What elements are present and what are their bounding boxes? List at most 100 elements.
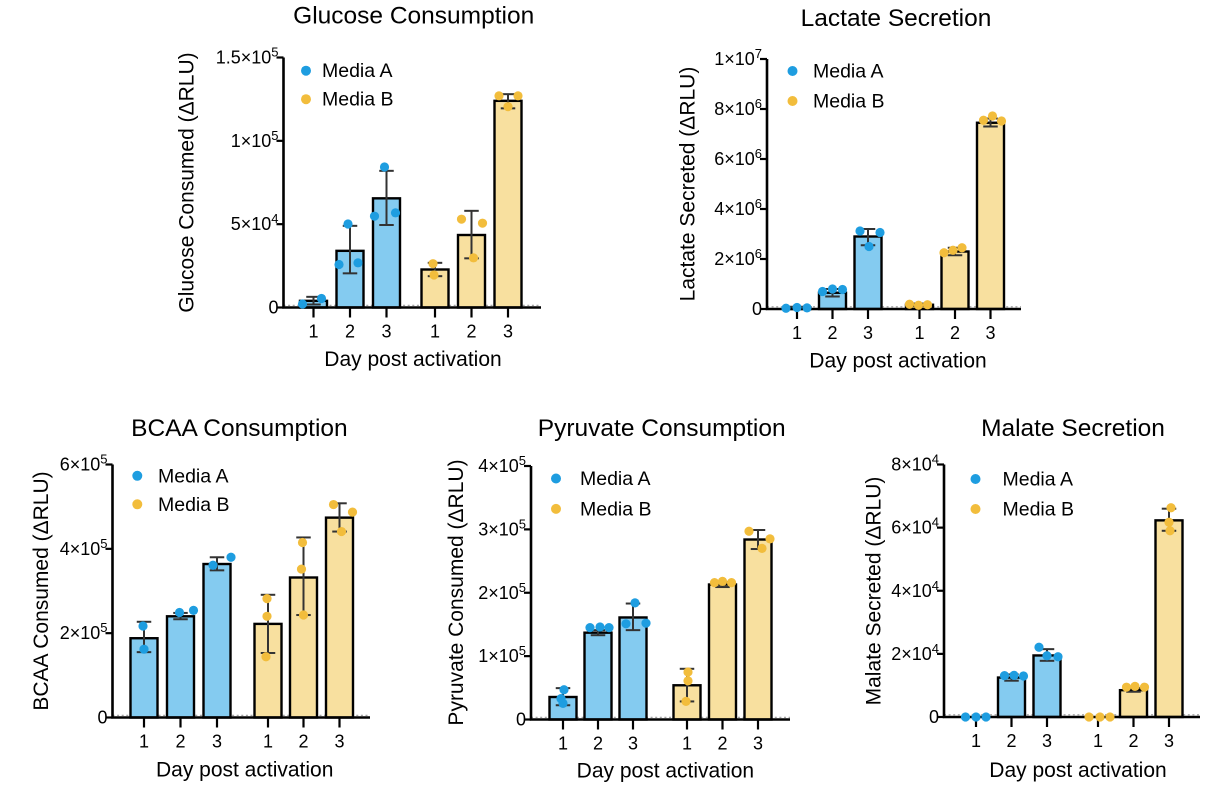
chart-lactate-secretion: Lactate Secretion Lactate Secreted (ΔRLU)…: [677, 5, 1021, 373]
data-point: [1042, 651, 1052, 661]
data-point: [978, 115, 989, 125]
x-tick-label: 2: [345, 322, 355, 342]
x-axis-label: Day post activation: [989, 759, 1166, 782]
y-tick-label: 5×104: [231, 211, 279, 234]
y-tick-label: 2×105: [60, 620, 108, 643]
chart-title: Malate Secretion: [981, 415, 1165, 442]
data-point: [681, 696, 691, 706]
x-axis-label: Day post activation: [156, 759, 333, 782]
y-tick-label: 0: [516, 710, 526, 730]
data-point: [1139, 682, 1150, 692]
data-point: [827, 284, 838, 294]
data-point: [996, 116, 1007, 126]
data-point: [792, 302, 802, 313]
data-point: [369, 211, 380, 221]
bar: [324, 516, 355, 719]
x-tick-label: 1: [682, 734, 692, 754]
data-point: [1009, 670, 1019, 680]
y-axis-label: BCAA Consumed (ΔRLU): [30, 471, 53, 710]
data-point: [999, 671, 1010, 681]
bar: [583, 631, 613, 721]
data-point: [336, 526, 347, 537]
chart-title: Glucose Consumption: [293, 3, 534, 30]
x-tick-label: 3: [1164, 731, 1174, 751]
legend-label: Media A: [1003, 469, 1073, 491]
data-point: [494, 91, 504, 101]
bar: [940, 250, 970, 311]
data-point: [468, 253, 479, 263]
bar: [975, 121, 1006, 311]
y-tick-label: 8×104: [891, 452, 939, 475]
data-point: [503, 102, 513, 112]
legend-marker: [132, 470, 143, 481]
x-tick-label: 3: [212, 732, 222, 752]
data-point: [297, 537, 308, 548]
x-tick-label: 3: [628, 734, 638, 754]
x-tick-label: 2: [717, 734, 727, 754]
data-point: [913, 300, 924, 310]
data-point: [297, 299, 308, 309]
x-tick-label: 2: [1128, 731, 1138, 751]
legend-marker: [132, 499, 143, 510]
data-point: [621, 619, 631, 629]
data-point: [316, 293, 327, 304]
x-tick-label: 1: [308, 322, 318, 342]
data-point: [595, 622, 605, 632]
data-point: [1084, 712, 1094, 722]
y-tick-label: 1×105: [231, 128, 279, 151]
bar: [1154, 519, 1184, 719]
legend-label: Media A: [158, 465, 228, 487]
data-point: [757, 543, 767, 553]
data-point: [477, 218, 488, 228]
legend-marker: [787, 66, 798, 76]
y-tick-label: 4×104: [891, 578, 939, 601]
x-axis-label: Day post activation: [577, 760, 754, 783]
data-point: [139, 644, 149, 654]
data-point: [971, 712, 981, 722]
legend-label: Media A: [322, 60, 392, 82]
x-tick-label: 3: [381, 322, 391, 342]
data-point: [1165, 526, 1175, 536]
x-tick-label: 1: [792, 323, 802, 343]
bar: [493, 99, 523, 309]
data-point: [1121, 682, 1132, 692]
data-point: [864, 241, 874, 252]
data-point: [837, 284, 848, 295]
data-point: [328, 499, 339, 510]
data-point: [765, 534, 775, 544]
data-point: [262, 593, 272, 604]
x-tick-label: 2: [175, 732, 185, 752]
data-point: [353, 258, 363, 268]
x-tick-label: 3: [1042, 731, 1052, 751]
data-point: [1166, 503, 1176, 513]
y-tick-label: 2×104: [891, 641, 939, 664]
y-tick-label: 2×106: [714, 246, 762, 269]
legend-marker: [970, 504, 981, 514]
chart-title: BCAA Consumption: [131, 415, 348, 442]
x-tick-label: 1: [914, 323, 924, 343]
data-point: [957, 243, 967, 253]
data-point: [717, 576, 728, 586]
data-point: [948, 245, 958, 255]
data-point: [726, 578, 737, 588]
y-tick-label: 1×105: [478, 643, 526, 666]
bar: [1118, 688, 1149, 719]
y-tick-label: 0: [929, 707, 939, 727]
y-tick-label: 0: [268, 298, 278, 318]
data-point: [428, 259, 438, 269]
bar: [707, 583, 738, 721]
legend-marker: [787, 96, 798, 106]
y-tick-label: 4×105: [60, 536, 108, 559]
data-point: [1105, 712, 1115, 722]
axis-frame: [111, 464, 370, 719]
legend-label: Media B: [158, 494, 230, 516]
x-tick-label: 3: [753, 734, 763, 754]
y-tick-label: 6×105: [60, 452, 108, 475]
y-tick-label: 6×106: [714, 146, 762, 169]
x-tick-label: 2: [593, 734, 603, 754]
data-point: [343, 219, 353, 229]
data-point: [904, 299, 915, 309]
bar: [618, 616, 648, 721]
data-point: [922, 300, 933, 310]
bar: [743, 538, 773, 721]
